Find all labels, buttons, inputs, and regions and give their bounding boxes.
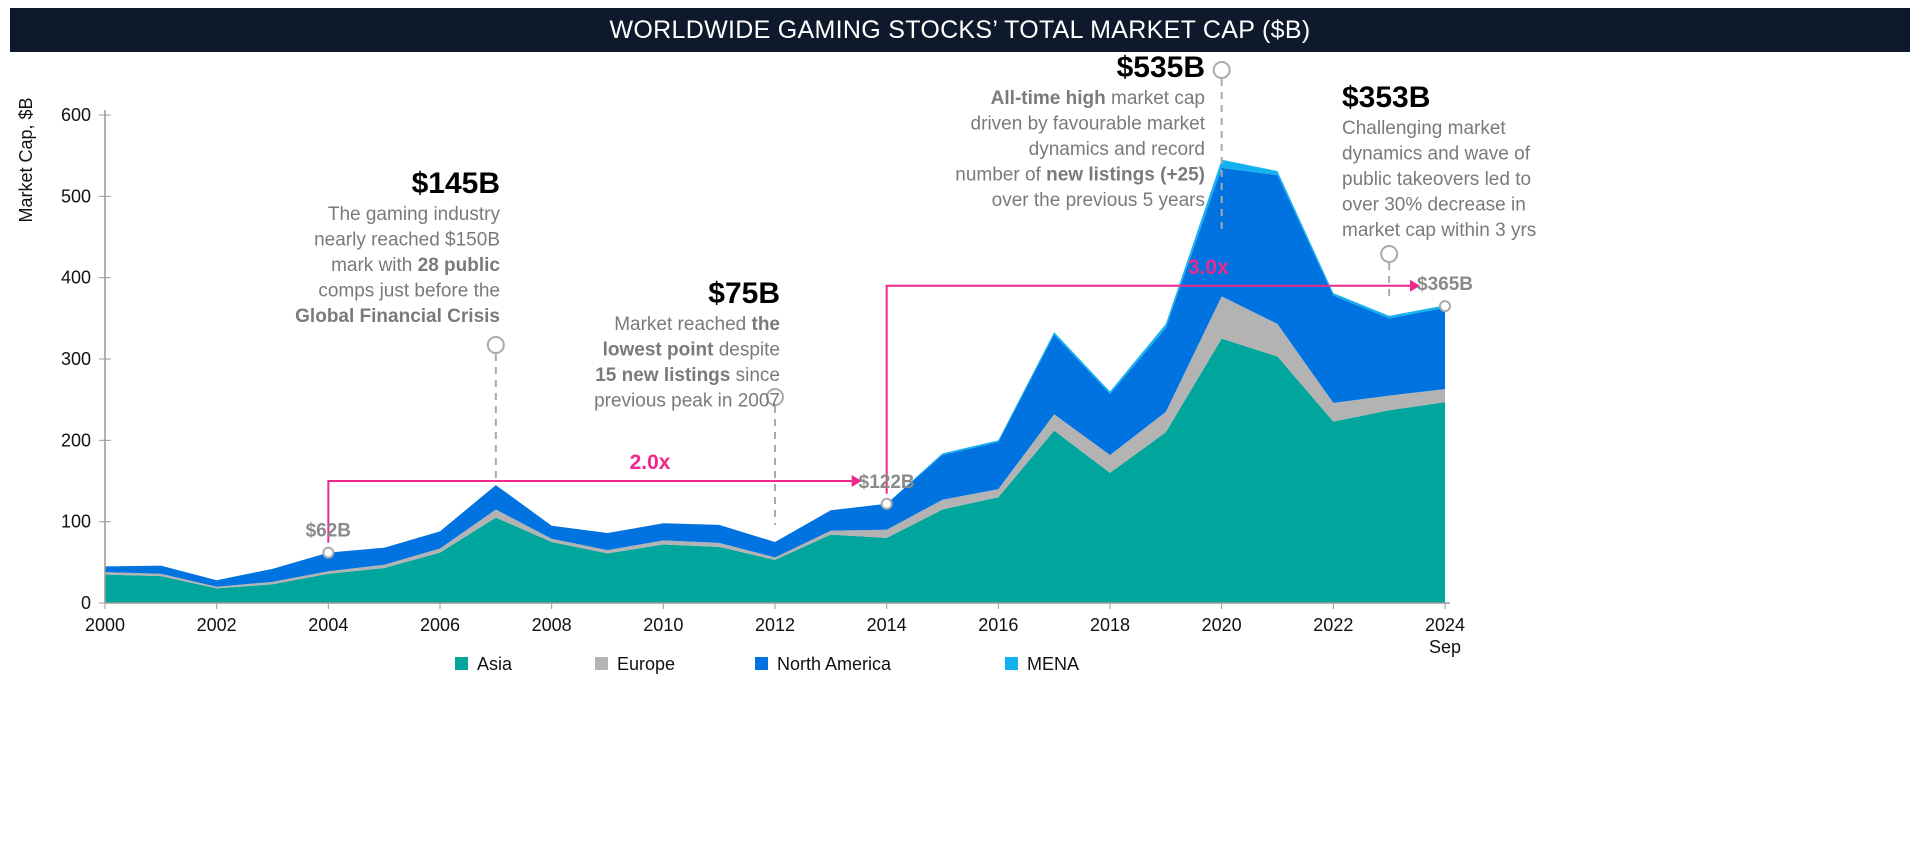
y-axis-label: Market Cap, $B (16, 97, 36, 222)
y-tick-label: 400 (61, 268, 91, 288)
x-tick-label: 2016 (978, 615, 1018, 635)
multiplier-arrow-line (327, 480, 852, 543)
point-label: $122B (859, 472, 915, 493)
callout-text-segment: 15 new listings (595, 365, 730, 386)
callout-value: $145B (412, 167, 500, 200)
callout-text-segment: dynamics and record (1029, 139, 1205, 160)
legend-label: Asia (477, 654, 513, 674)
callout-text-segment: previous peak in 2007 (594, 391, 780, 412)
y-tick-label: 300 (61, 349, 91, 369)
callout-value: $535B (1117, 51, 1205, 84)
callout-text-segment: dynamics and wave of (1342, 144, 1531, 165)
x-tick-sublabel: Sep (1429, 637, 1461, 657)
x-tick-label: 2000 (85, 615, 125, 635)
legend-label: North America (777, 654, 892, 674)
callout-text: All-time high market cap driven by favour… (955, 88, 1205, 211)
callout-text-segment: All-time high (991, 88, 1106, 109)
point-label: $365B (1417, 274, 1473, 295)
x-tick-label: 2006 (420, 615, 460, 635)
legend-label: Europe (617, 654, 675, 674)
callout-text-segment: comps just before the (318, 281, 500, 302)
callout-marker (766, 388, 784, 406)
callout-text-segment: new listings (+25) (1046, 165, 1205, 186)
callout-marker (1212, 61, 1231, 79)
callout-text-segment: Challenging market (1342, 118, 1506, 139)
callout-value: $75B (708, 277, 780, 310)
callout-marker (1380, 245, 1399, 263)
area-asia (105, 338, 1445, 603)
callout-text: The gaming industry nearly reached $150B m… (295, 204, 500, 327)
callout-text-segment: despite (713, 340, 780, 361)
x-tick-label: 2012 (755, 615, 795, 635)
callout-text-segment: since (730, 365, 780, 386)
point-marker (1439, 300, 1451, 313)
x-tick-label: 2004 (308, 615, 348, 635)
callout-marker (486, 336, 505, 354)
x-tick-label: 2014 (867, 615, 907, 635)
multiplier-arrow-line (885, 284, 1410, 494)
chart-title: WORLDWIDE GAMING STOCKS’ TOTAL MARKET CA… (10, 8, 1910, 52)
callout-text-segment: 28 public (418, 255, 501, 276)
y-tick-label: 200 (61, 430, 91, 450)
callout-text-segment: number of (955, 165, 1046, 186)
y-tick-label: 0 (81, 593, 91, 613)
legend-swatch (1005, 657, 1018, 670)
callout-text: Challenging market dynamics and wave of pu… (1342, 118, 1536, 241)
callout-text: Market reached the lowest point despite 15… (594, 314, 780, 412)
legend-swatch (595, 657, 608, 670)
legend-swatch (755, 657, 768, 670)
point-marker (880, 497, 893, 510)
y-tick-label: 100 (61, 512, 91, 532)
callout-text-segment: Market reached (614, 314, 751, 335)
x-tick-label: 2018 (1090, 615, 1130, 635)
callout-text-segment: driven by favourable market (971, 114, 1206, 135)
multiplier-label: 2.0x (630, 451, 671, 474)
callout-text-segment: lowest point (603, 340, 715, 361)
callout-text-segment: mark with (331, 255, 418, 276)
callout-text-segment: nearly reached $150B (314, 230, 500, 251)
callout-text-segment: public takeovers led to (1342, 169, 1531, 190)
x-tick-label: 2010 (643, 615, 683, 635)
y-tick-label: 600 (61, 105, 91, 125)
x-tick-label: 2020 (1202, 615, 1242, 635)
callout-value: $353B (1342, 81, 1430, 114)
callout-text-segment: over 30% decrease in (1342, 195, 1526, 216)
x-tick-label: 2024 (1425, 615, 1465, 635)
point-marker (322, 546, 335, 559)
x-tick-label: 2008 (532, 615, 572, 635)
callout-text-segment: market cap (1106, 88, 1205, 109)
callout-text-segment: Global Financial Crisis (295, 306, 500, 327)
multiplier-arrowhead (1410, 279, 1420, 292)
callout-text-segment: over the previous 5 years (992, 190, 1205, 211)
multiplier-label: 3.0x (1188, 256, 1229, 279)
legend-swatch (455, 657, 468, 670)
callout-text-segment: market cap within 3 yrs (1342, 220, 1536, 241)
x-tick-label: 2002 (197, 615, 237, 635)
x-tick-label: 2022 (1313, 615, 1353, 635)
area-north-america (105, 167, 1445, 587)
legend-label: MENA (1027, 654, 1079, 674)
callout-text-segment: the (752, 314, 781, 335)
multiplier-arrowhead (851, 475, 862, 487)
point-label: $62B (306, 521, 351, 542)
y-tick-label: 500 (61, 186, 91, 206)
callout-text-segment: The gaming industry (328, 204, 501, 225)
